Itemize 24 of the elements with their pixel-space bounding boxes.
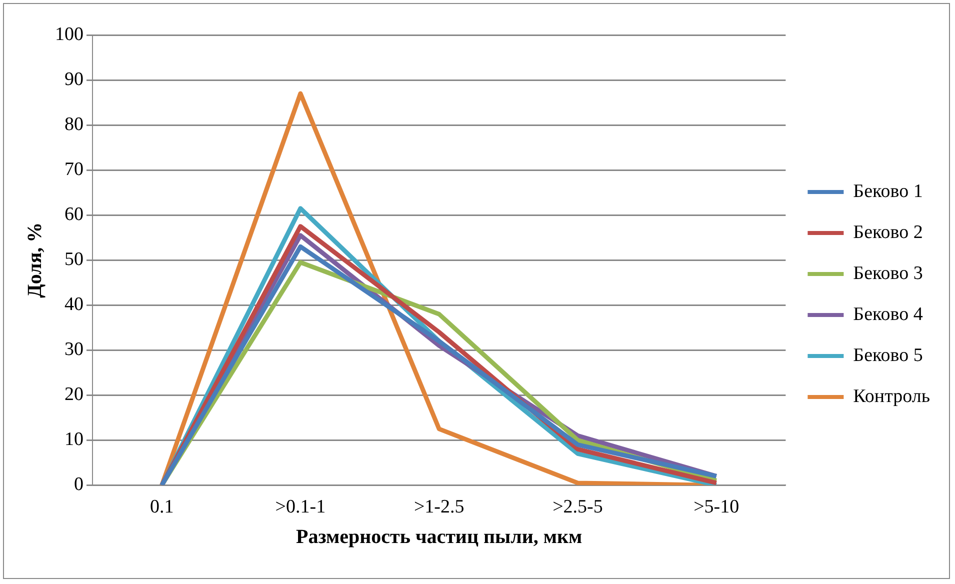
- x-tick-label: 0.1: [150, 496, 174, 518]
- x-tick-label: >0.1-1: [275, 496, 326, 518]
- y-tick-label: 20: [64, 384, 84, 406]
- y-tick-label: 0: [74, 474, 84, 496]
- y-axis-title: Доля, %: [24, 222, 46, 298]
- legend-label: Беково 3: [853, 262, 923, 284]
- y-tick-label: 40: [64, 294, 84, 316]
- y-tick-label: 100: [55, 24, 84, 45]
- y-tick-label: 60: [64, 204, 84, 226]
- legend-label: Беково 1: [853, 180, 923, 202]
- legend-label: Беково 2: [853, 222, 923, 243]
- y-tick-label: 30: [64, 339, 84, 360]
- x-tick-label: >1-2.5: [414, 496, 464, 518]
- x-tick-label: >2.5-5: [552, 496, 603, 518]
- legend-label: Беково 4: [853, 304, 924, 325]
- x-tick-label: >5-10: [694, 496, 740, 518]
- y-tick-label: 80: [64, 114, 84, 136]
- y-tick-label: 50: [64, 249, 84, 270]
- y-tick-label: 90: [64, 69, 84, 90]
- x-axis-title: Размерность частиц пыли, мкм: [296, 526, 582, 548]
- legend-label: Беково 5: [853, 344, 923, 366]
- legend-label: Контроль: [853, 386, 930, 407]
- y-tick-label: 70: [64, 159, 84, 180]
- y-tick-label: 10: [64, 429, 84, 450]
